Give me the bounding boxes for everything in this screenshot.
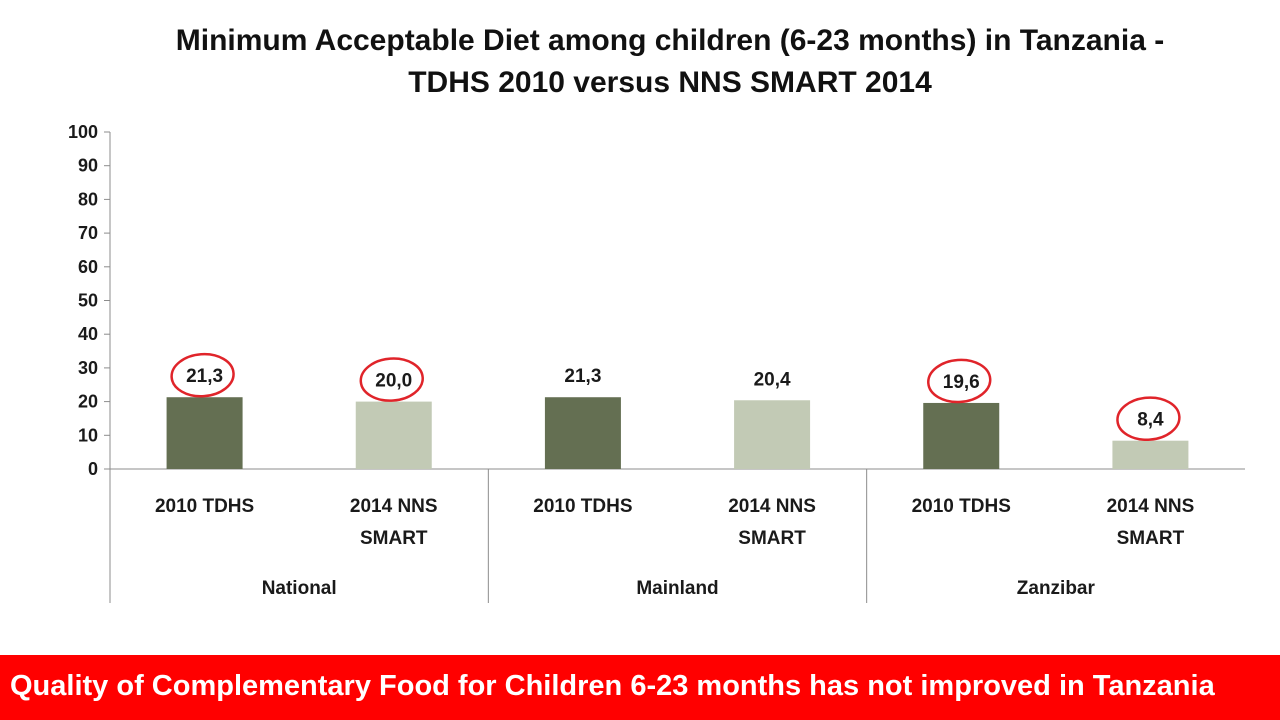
data-label: 20,0 — [375, 371, 412, 392]
y-tick-label: 10 — [78, 425, 98, 445]
bar — [923, 402, 1000, 469]
group-label: National — [262, 578, 337, 599]
category-label: SMART — [1117, 528, 1185, 549]
chart-title-line-2: TDHS 2010 versus NNS SMART 2014 — [408, 66, 932, 99]
bar — [355, 401, 432, 469]
data-label: 21,3 — [186, 366, 223, 387]
data-label: 20,4 — [754, 369, 791, 390]
category-label: 2010 TDHS — [155, 496, 254, 517]
y-tick-label: 60 — [78, 257, 98, 277]
highlight-circle — [927, 358, 992, 404]
conclusion-banner: Quality of Complementary Food for Childr… — [0, 655, 1280, 720]
y-tick-label: 80 — [78, 189, 98, 209]
chart-title-line-1: Minimum Acceptable Diet among children (… — [175, 24, 1165, 57]
highlight-circle — [359, 357, 424, 402]
y-tick-label: 0 — [88, 459, 98, 479]
y-tick-label: 40 — [78, 324, 98, 344]
y-tick-label: 90 — [78, 156, 98, 176]
bar — [544, 397, 621, 469]
category-label: 2010 TDHS — [912, 496, 1011, 517]
y-tick-label: 100 — [68, 122, 98, 142]
group-label: Mainland — [636, 578, 718, 599]
conclusion-text: Quality of Complementary Food for Childr… — [10, 670, 1215, 702]
category-label: SMART — [738, 528, 806, 549]
y-tick-label: 50 — [78, 291, 98, 311]
category-label: 2014 NNS — [1107, 496, 1195, 517]
y-tick-label: 70 — [78, 223, 98, 243]
group-label: Zanzibar — [1017, 578, 1096, 599]
highlight-circle — [170, 352, 235, 398]
highlight-circle — [1116, 396, 1181, 442]
bar-chart: 0 10 20 30 40 50 60 70 80 90 100 National 21,3 2010 T… — [68, 122, 1245, 603]
data-label: 21,3 — [564, 366, 601, 387]
bar — [166, 397, 243, 469]
bar — [734, 400, 811, 469]
bar — [1112, 440, 1189, 469]
data-label: 8,4 — [1137, 410, 1164, 431]
data-label: 19,6 — [943, 372, 980, 393]
category-label: 2014 NNS — [728, 496, 816, 517]
category-label: SMART — [360, 528, 428, 549]
y-tick-label: 20 — [78, 392, 98, 412]
category-label: 2010 TDHS — [533, 496, 632, 517]
y-tick-label: 30 — [78, 358, 98, 378]
category-label: 2014 NNS — [350, 496, 438, 517]
chart-title: Minimum Acceptable Diet among children (… — [110, 20, 1230, 104]
